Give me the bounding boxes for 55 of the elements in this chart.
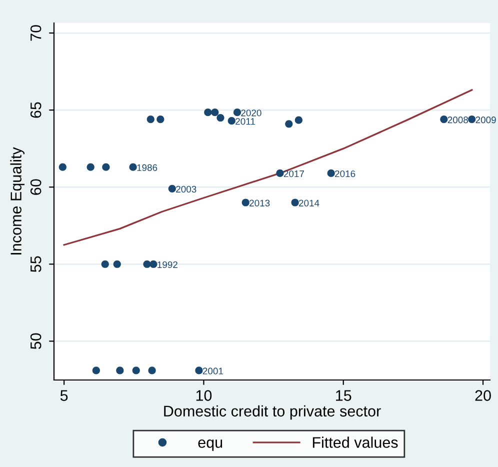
point [116,366,124,374]
point [129,163,137,171]
annotation: 2017 [284,170,304,178]
point [285,120,293,128]
line-series [63,89,473,246]
annotation: 2014 [298,200,320,206]
point [168,184,176,192]
y-axis-title: Income Equality [10,147,24,254]
point [195,366,203,374]
point [102,163,110,171]
point [156,115,164,124]
point [113,260,121,268]
x-tick-label: 15 [336,390,352,401]
annotation: 2016 [335,170,356,178]
annotation: 2008 [448,116,468,124]
point [294,116,302,124]
x-tick-label: 10 [196,390,212,401]
point [468,115,476,124]
y-tick-label: 55 [30,256,42,272]
point [228,117,236,125]
x-tick-label: 20 [475,390,491,401]
annotation: 2020 [241,110,262,116]
point [92,366,100,374]
point [101,260,109,268]
point [242,198,250,206]
annotation: 2001 [202,368,223,374]
annotation: 1992 [158,261,178,268]
legend-label: equ [198,440,222,451]
point [440,115,448,124]
point [233,108,242,116]
point [58,163,66,171]
point [276,169,284,178]
annotation: 2011 [236,118,255,125]
y-tick-label: 60 [30,179,42,195]
y-tick-label: 70 [30,25,42,41]
point [132,366,140,374]
x-axis-title: Domestic credit to private sector [164,405,381,420]
annotation: 2013 [250,200,270,206]
point [327,169,335,178]
point [143,260,151,268]
point [291,198,299,206]
annotation: 2003 [176,186,196,193]
x-tick-label: 5 [60,390,68,401]
point [211,108,219,116]
point [150,260,158,268]
annotation: 1986 [137,164,158,171]
point [146,115,154,124]
y-tick-label: 50 [30,333,42,350]
point [216,114,224,122]
annotation: 2009 [476,116,496,124]
legend-label: Fitted values [312,436,398,448]
point [86,163,94,171]
point [204,108,212,116]
point [148,366,156,374]
y-tick-label: 65 [30,102,42,118]
